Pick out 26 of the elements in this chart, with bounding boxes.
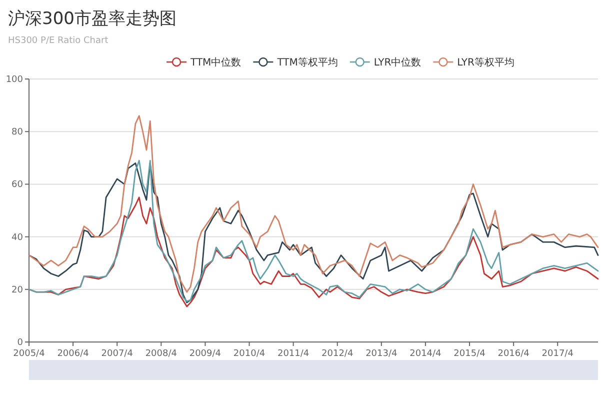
y-tick-label: 80 — [12, 128, 24, 138]
y-tick-label: 0 — [17, 338, 24, 348]
x-tick-label: 2006/4 — [57, 349, 90, 359]
y-tick-label: 20 — [12, 285, 24, 296]
y-tick-label: 100 — [6, 75, 24, 85]
line-series — [28, 115, 599, 293]
legend-label: TTM中位数 — [190, 56, 242, 68]
legend-label: LYR中位数 — [374, 56, 422, 68]
legend-label: TTM等权平均 — [276, 56, 338, 68]
chart-subtitle: HS300 P/E Ratio Chart — [8, 36, 109, 46]
chart-title: 沪深300市盈率走势图 — [8, 9, 176, 29]
x-tick-label: 2007/4 — [101, 349, 134, 359]
x-tick-label: 2016/4 — [498, 349, 530, 359]
legend-label: LYR等权平均 — [457, 56, 514, 68]
y-tick-label: 60 — [12, 180, 24, 190]
x-tick-label: 2014/4 — [410, 349, 442, 359]
x-tick-label: 2011/4 — [277, 349, 310, 359]
x-tick-label: 2005/4 — [13, 349, 46, 359]
x-tick-label: 2015/4 — [454, 349, 486, 359]
x-tick-label: 2013/4 — [366, 349, 398, 359]
y-tick-label: 40 — [12, 232, 24, 243]
x-tick-label: 2009/4 — [189, 349, 222, 359]
x-tick-label: 2008/4 — [145, 349, 178, 359]
x-tick-label: 2017/4 — [542, 349, 574, 359]
x-tick-label: 2010/4 — [233, 349, 266, 359]
x-tick-label: 2012/4 — [322, 349, 354, 359]
